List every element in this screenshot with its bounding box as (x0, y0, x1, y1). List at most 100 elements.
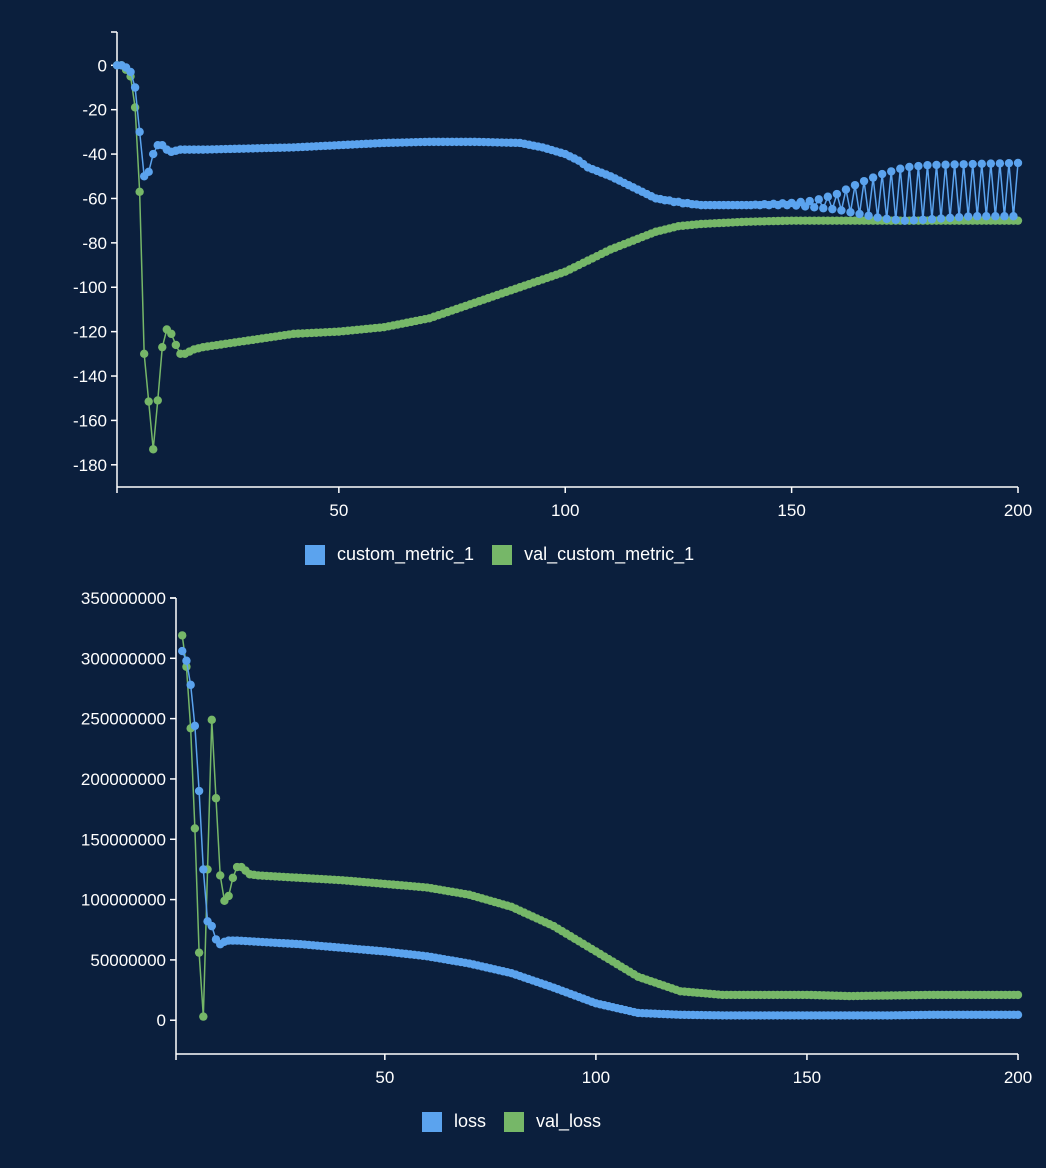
data-point (805, 196, 814, 206)
y-tick-label: 250000000 (81, 710, 166, 729)
series-line (181, 635, 1018, 1017)
data-point (194, 948, 204, 957)
data-point (199, 1012, 208, 1021)
data-point (130, 83, 140, 92)
data-point (982, 212, 991, 221)
data-point (864, 211, 873, 220)
data-point (149, 149, 158, 159)
data-point (877, 169, 887, 179)
data-point (1004, 158, 1014, 168)
series-line (117, 64, 1019, 221)
data-point (182, 656, 191, 665)
data-point (228, 873, 238, 883)
legend-label: val_custom_metric_1 (524, 544, 695, 564)
legend-swatch-green (492, 544, 513, 565)
loss-chart: 0 50000000 100000000 150000000 200000000 2500… (81, 589, 1032, 1087)
series-val_custom_metric_1 (112, 61, 1023, 454)
y-tick-label: -20 (82, 101, 107, 120)
data-point (810, 203, 819, 212)
data-point (977, 159, 986, 169)
series-custom_metric_1 (112, 61, 1023, 225)
legend-item-val-loss[interactable]: val_loss (504, 1111, 601, 1132)
data-point (207, 715, 216, 725)
y-tick-label: -60 (82, 189, 107, 208)
data-point (224, 891, 233, 901)
x-tick-label: 100 (582, 1068, 610, 1087)
legend-label: val_loss (536, 1111, 602, 1131)
loss-legend: loss val_loss (422, 1111, 619, 1132)
data-point (171, 340, 181, 350)
data-point (986, 159, 996, 168)
data-point (950, 160, 959, 169)
data-point (964, 212, 973, 221)
data-point (837, 206, 846, 215)
data-point (918, 215, 928, 224)
data-point (814, 195, 823, 204)
data-point (144, 167, 153, 177)
data-point (896, 164, 905, 173)
y-tick-label: -180 (73, 456, 107, 475)
data-point (923, 160, 932, 170)
y-tick-label: 300000000 (81, 649, 166, 668)
data-point (859, 176, 869, 186)
data-point (954, 213, 964, 222)
data-point (959, 160, 968, 169)
y-tick-label: -160 (73, 411, 107, 430)
legend-swatch-blue (422, 1111, 442, 1132)
data-point (135, 187, 144, 196)
data-point (194, 786, 204, 796)
data-point (905, 162, 914, 172)
custom-metric-chart: 0 -20 -40 -60 -80 -100 -120 -140 -160 -180 50 100 15… (73, 31, 1032, 520)
x-tick-label: 100 (551, 501, 579, 520)
series-line (181, 650, 1018, 1017)
legend-label: custom_metric_1 (337, 544, 475, 564)
y-tick-label: -80 (82, 234, 107, 253)
data-point (850, 180, 860, 190)
data-point (823, 192, 833, 201)
data-point (1013, 158, 1023, 168)
x-tick-label: 200 (1004, 501, 1032, 520)
data-point (828, 204, 837, 214)
data-point (995, 159, 1005, 168)
data-point (909, 216, 919, 225)
data-point (873, 213, 882, 222)
data-point (149, 445, 158, 454)
y-tick-label: -40 (82, 145, 107, 164)
legend-item-custom-metric-1[interactable]: custom_metric_1 (305, 544, 474, 565)
data-point (868, 173, 878, 182)
data-point (932, 160, 941, 170)
x-tick-label: 150 (777, 501, 805, 520)
series-val_loss (178, 631, 1023, 1021)
y-tick-label: 0 (157, 1011, 166, 1030)
data-point (882, 214, 891, 224)
data-point (190, 721, 200, 731)
legend-item-loss[interactable]: loss (422, 1111, 486, 1132)
data-point (178, 646, 187, 656)
data-point (216, 871, 225, 880)
series-loss (178, 646, 1023, 1020)
y-tick-label: 100000000 (81, 891, 166, 910)
y-tick-label: 200000000 (81, 770, 166, 789)
data-point (186, 680, 195, 690)
legend-swatch-green (504, 1111, 525, 1132)
data-point (973, 212, 982, 221)
data-point (211, 794, 221, 803)
data-point (941, 160, 950, 169)
data-point (199, 865, 208, 874)
data-point (900, 216, 910, 225)
data-point (1009, 212, 1018, 221)
data-point (1000, 212, 1009, 221)
data-point (135, 127, 144, 137)
x-tick-label: 150 (793, 1068, 821, 1087)
y-tick-label: -100 (73, 278, 107, 297)
custom-metric-legend: custom_metric_1 val_custom_metric_1 (305, 544, 712, 565)
legend-item-val-custom-metric-1[interactable]: val_custom_metric_1 (492, 544, 694, 565)
data-point (945, 213, 955, 223)
data-point (927, 215, 937, 224)
data-point (991, 212, 1000, 221)
data-point (891, 215, 900, 224)
y-tick-label: -140 (73, 367, 107, 386)
data-point (126, 67, 135, 77)
legend-label: loss (454, 1111, 487, 1131)
data-point (139, 349, 149, 359)
